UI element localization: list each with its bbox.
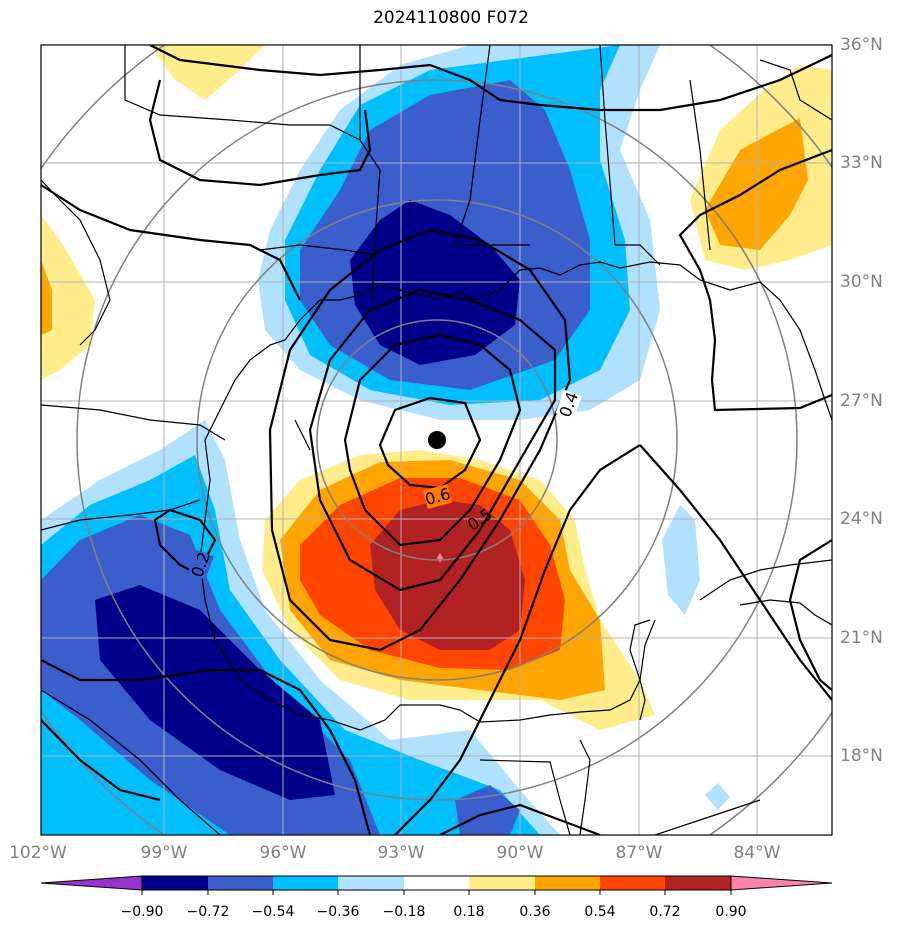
contour-0.6 — [378, 396, 482, 490]
black-isolines — [41, 45, 832, 835]
graticule — [41, 45, 832, 835]
coastlines — [41, 45, 832, 835]
colorbar-tick: 0.36 — [519, 904, 551, 920]
colorbar-extend-low — [40, 875, 143, 891]
fill-neg-south-dark — [455, 785, 520, 835]
lon-label-93w: 93°W — [377, 843, 425, 863]
colorbar-tick: 0.54 — [584, 904, 616, 920]
map-title: 2024110800 F072 — [373, 8, 529, 28]
colorbar-tick: −0.36 — [316, 904, 360, 920]
lon-label-96w: 96°W — [259, 843, 307, 863]
lon-label-90w: 90°W — [496, 843, 544, 863]
colorbar-tick: 0.72 — [649, 904, 681, 920]
colorbar-tick: 0.90 — [715, 904, 747, 920]
lon-label-99w: 99°W — [140, 843, 188, 863]
colorbar-extend-high — [730, 875, 833, 891]
colorbar-tick: −0.72 — [186, 904, 230, 920]
fill-neg-east-patch — [662, 505, 700, 615]
colorbar-tick: 0.18 — [453, 904, 485, 920]
colorbar-tick: −0.18 — [382, 904, 426, 920]
lon-label-84w: 84°W — [733, 843, 781, 863]
lat-label-36n: 36°N — [840, 35, 883, 55]
fill-neg-east-diamond — [705, 783, 730, 810]
colorbar — [40, 875, 833, 895]
map-frame — [40, 44, 833, 836]
contour-0.4 — [308, 288, 557, 592]
colorbar-tick: −0.90 — [120, 904, 164, 920]
lat-label-18n: 18°N — [840, 746, 883, 766]
lat-label-24n: 24°N — [840, 509, 883, 529]
contour-0.2 — [268, 228, 572, 652]
storm-center-marker — [428, 431, 446, 449]
fill-pos-w-l1 — [41, 215, 95, 380]
colorbar-tick: −0.54 — [251, 904, 295, 920]
lat-label-27n: 27°N — [840, 391, 883, 411]
lat-label-33n: 33°N — [840, 153, 883, 173]
lat-label-21n: 21°N — [840, 628, 883, 648]
fill-pos-l4 — [370, 500, 525, 650]
fill-pos-w-l2 — [41, 260, 52, 335]
fill-neg-west-l4 — [95, 585, 335, 800]
lon-label-87w: 87°W — [615, 843, 663, 863]
lat-label-30n: 30°N — [840, 272, 883, 292]
contour-0.5 — [343, 333, 522, 547]
lon-label-102w: 102°W — [9, 843, 67, 863]
